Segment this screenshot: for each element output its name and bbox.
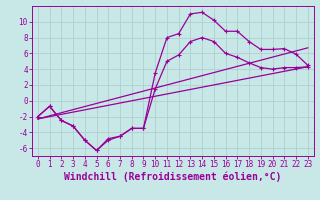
X-axis label: Windchill (Refroidissement éolien,°C): Windchill (Refroidissement éolien,°C): [64, 172, 282, 182]
